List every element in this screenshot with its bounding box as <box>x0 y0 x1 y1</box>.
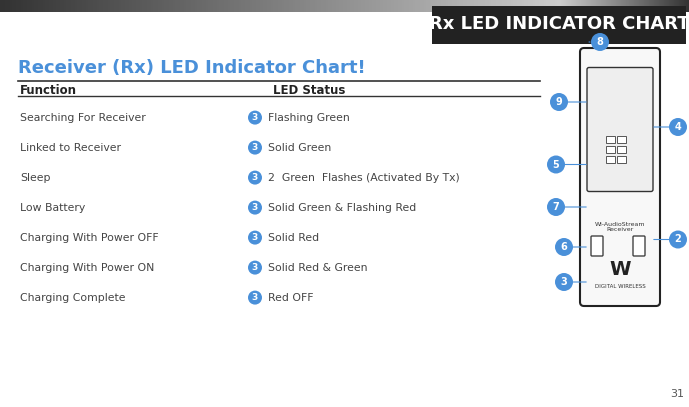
Text: 4: 4 <box>675 122 681 132</box>
Text: Red OFF: Red OFF <box>268 293 313 302</box>
Text: 31: 31 <box>670 389 684 399</box>
Text: 3: 3 <box>252 263 258 272</box>
Text: 8: 8 <box>597 37 604 47</box>
Text: Solid Red: Solid Red <box>268 232 319 243</box>
Text: W: W <box>609 260 630 279</box>
Text: 3: 3 <box>252 143 258 152</box>
Text: Linked to Receiver: Linked to Receiver <box>20 142 121 153</box>
FancyBboxPatch shape <box>432 6 686 44</box>
Circle shape <box>547 155 565 173</box>
Text: Solid Green & Flashing Red: Solid Green & Flashing Red <box>268 203 416 212</box>
FancyBboxPatch shape <box>617 145 626 153</box>
Text: Receiver (Rx) LED Indicator Chart!: Receiver (Rx) LED Indicator Chart! <box>18 59 366 77</box>
Text: Solid Green: Solid Green <box>268 142 331 153</box>
Text: 5: 5 <box>553 160 559 169</box>
Text: Charging With Power ON: Charging With Power ON <box>20 263 154 273</box>
Circle shape <box>248 291 262 304</box>
FancyBboxPatch shape <box>606 145 615 153</box>
Text: Function: Function <box>20 84 77 97</box>
Text: 3: 3 <box>252 113 258 122</box>
Text: Sleep: Sleep <box>20 173 50 183</box>
Text: 6: 6 <box>561 242 567 252</box>
Text: Flashing Green: Flashing Green <box>268 113 350 123</box>
FancyBboxPatch shape <box>591 236 603 256</box>
Text: Rx LED INDICATOR CHART: Rx LED INDICATOR CHART <box>429 15 689 33</box>
Circle shape <box>555 238 573 256</box>
Circle shape <box>547 198 565 216</box>
FancyBboxPatch shape <box>587 68 653 192</box>
Circle shape <box>248 260 262 275</box>
Text: Searching For Receiver: Searching For Receiver <box>20 113 146 123</box>
Text: Charging Complete: Charging Complete <box>20 293 125 302</box>
FancyBboxPatch shape <box>617 136 626 142</box>
FancyBboxPatch shape <box>580 48 660 306</box>
FancyBboxPatch shape <box>606 155 615 162</box>
Text: Charging With Power OFF: Charging With Power OFF <box>20 232 158 243</box>
Text: Low Battery: Low Battery <box>20 203 85 212</box>
Text: DIGITAL WIRELESS: DIGITAL WIRELESS <box>595 284 646 289</box>
Circle shape <box>248 231 262 245</box>
FancyBboxPatch shape <box>617 155 626 162</box>
Circle shape <box>669 230 687 249</box>
FancyBboxPatch shape <box>606 136 615 142</box>
Text: LED Status: LED Status <box>273 84 345 97</box>
Circle shape <box>555 273 573 291</box>
Text: 3: 3 <box>252 173 258 182</box>
Circle shape <box>248 171 262 185</box>
Circle shape <box>550 93 568 111</box>
FancyBboxPatch shape <box>633 236 645 256</box>
Text: 7: 7 <box>553 202 559 212</box>
Text: 3: 3 <box>252 203 258 212</box>
Text: 2  Green  Flashes (Activated By Tx): 2 Green Flashes (Activated By Tx) <box>268 173 460 183</box>
Circle shape <box>591 33 609 51</box>
Text: 3: 3 <box>252 293 258 302</box>
Text: Solid Red & Green: Solid Red & Green <box>268 263 367 273</box>
Text: 3: 3 <box>561 277 567 287</box>
Text: 3: 3 <box>252 233 258 242</box>
Text: Wi-AudioStream: Wi-AudioStream <box>607 14 685 24</box>
Circle shape <box>669 118 687 136</box>
Text: 9: 9 <box>555 97 562 107</box>
Text: 2: 2 <box>675 234 681 245</box>
Circle shape <box>248 111 262 125</box>
Text: Wi-AudioStream
Receiver: Wi-AudioStream Receiver <box>595 221 646 232</box>
Circle shape <box>248 201 262 214</box>
Circle shape <box>248 140 262 155</box>
